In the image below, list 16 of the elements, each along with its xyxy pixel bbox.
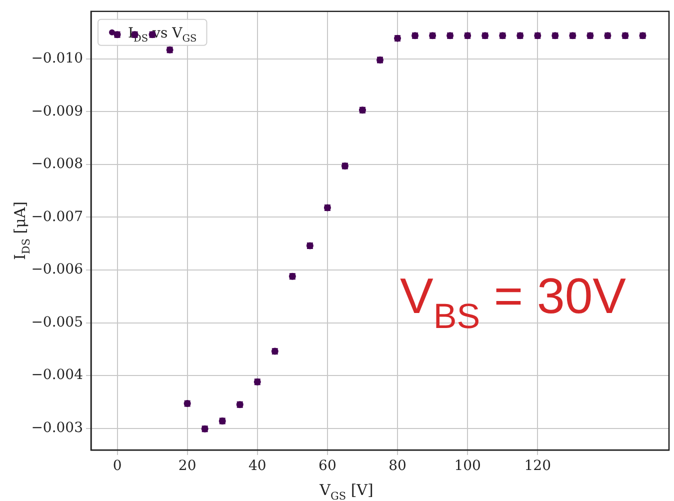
y-tick-label: −0.009: [31, 103, 83, 120]
y-tick-label: −0.003: [31, 420, 83, 436]
y-tick-label: −0.010: [31, 50, 83, 67]
y-tick-label: −0.005: [31, 314, 83, 330]
x-tick-label: 0: [112, 458, 122, 474]
y-tick-label: −0.007: [31, 208, 83, 225]
x-tick-label: 80: [388, 458, 406, 474]
y-tick-label: −0.008: [31, 156, 83, 172]
x-tick-label: 20: [178, 458, 196, 474]
y-axis-title: IDS [μA]: [11, 201, 32, 260]
x-tick-label: 60: [318, 458, 336, 474]
x-tick-label: 40: [248, 458, 266, 474]
y-tick-label: −0.006: [31, 262, 84, 278]
y-tick-label: −0.004: [31, 367, 84, 384]
x-tick-label: 120: [524, 458, 552, 474]
x-tick-label: 100: [454, 458, 481, 474]
